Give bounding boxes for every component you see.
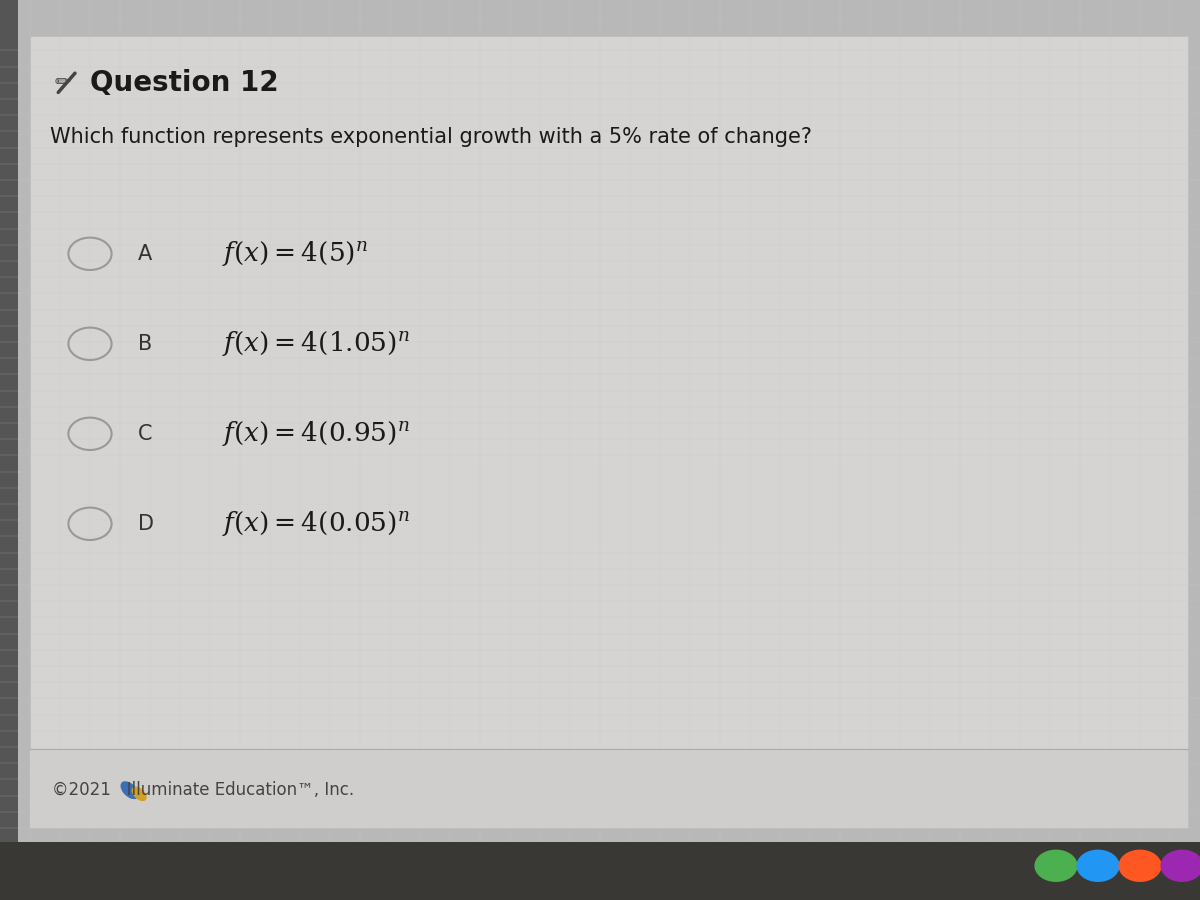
Bar — [0, 0, 18, 900]
Text: A: A — [138, 244, 152, 264]
Circle shape — [1076, 850, 1120, 882]
Circle shape — [1118, 850, 1162, 882]
Text: D: D — [138, 514, 154, 534]
Text: $f(x) = 4(0.05)^n$: $f(x) = 4(0.05)^n$ — [222, 509, 410, 538]
Text: $f(x) = 4(5)^n$: $f(x) = 4(5)^n$ — [222, 239, 368, 268]
Text: $f(x) = 4(1.05)^n$: $f(x) = 4(1.05)^n$ — [222, 329, 410, 358]
Text: Which function represents exponential growth with a 5% rate of change?: Which function represents exponential gr… — [50, 127, 812, 147]
Text: Question 12: Question 12 — [90, 68, 278, 97]
Circle shape — [1034, 850, 1078, 882]
Text: ✏: ✏ — [54, 73, 71, 93]
Bar — [30, 749, 1188, 828]
Text: ©2021   Illuminate Education™, Inc.: ©2021 Illuminate Education™, Inc. — [52, 781, 354, 799]
Text: C: C — [138, 424, 152, 444]
Ellipse shape — [120, 781, 139, 799]
Ellipse shape — [132, 787, 146, 801]
Circle shape — [1160, 850, 1200, 882]
Text: $f(x) = 4(0.95)^n$: $f(x) = 4(0.95)^n$ — [222, 419, 410, 448]
Bar — [30, 36, 1188, 828]
Bar — [0, 842, 1200, 900]
Text: B: B — [138, 334, 152, 354]
